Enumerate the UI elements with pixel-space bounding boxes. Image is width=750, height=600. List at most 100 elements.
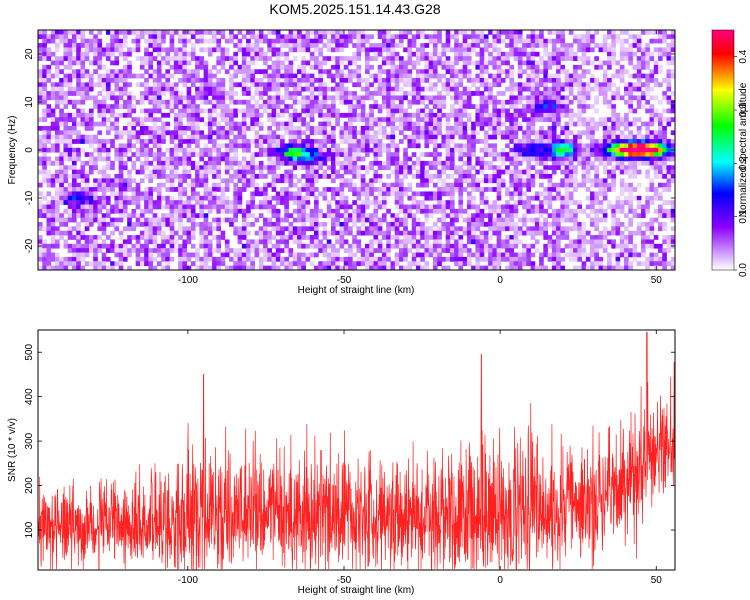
spectrogram-cell bbox=[263, 108, 268, 114]
spectrogram-cell bbox=[628, 222, 633, 227]
spectrogram-cell bbox=[139, 121, 145, 127]
spectrogram-cell bbox=[284, 147, 289, 153]
spectrogram-cell bbox=[199, 30, 205, 35]
spectrogram-cell bbox=[513, 160, 519, 166]
spectrogram-cell bbox=[666, 95, 672, 101]
spectrogram-cell bbox=[237, 139, 243, 144]
spectrogram-cell bbox=[59, 121, 64, 127]
spectrogram-cell bbox=[339, 30, 345, 35]
spectrogram-cell bbox=[254, 99, 260, 105]
spectrogram-cell bbox=[530, 38, 536, 44]
spectrogram-cell bbox=[190, 187, 196, 192]
spectrogram-cell bbox=[560, 130, 565, 136]
spectrogram-cell bbox=[195, 200, 200, 205]
spectrogram-cell bbox=[381, 60, 387, 66]
spectrogram-cell bbox=[207, 126, 213, 131]
spectrogram-cell bbox=[581, 60, 587, 66]
spectrogram-cell bbox=[602, 34, 608, 40]
spectrogram-cell bbox=[207, 38, 213, 44]
spectrogram-cell bbox=[212, 86, 217, 92]
spectrogram-cell bbox=[335, 108, 340, 114]
spectrogram-cell bbox=[84, 51, 90, 57]
spectrogram-cell bbox=[258, 200, 264, 205]
spectrogram-cell bbox=[458, 30, 464, 35]
spectrogram-cell bbox=[275, 104, 281, 109]
spectrogram-cell bbox=[63, 64, 69, 70]
spectrogram-cell bbox=[543, 73, 548, 79]
spectrogram-cell bbox=[339, 82, 345, 88]
spectrogram-cell bbox=[513, 204, 519, 210]
spectrogram-cell bbox=[449, 78, 455, 83]
spectrogram-cell bbox=[471, 222, 476, 227]
spectrogram-cell bbox=[135, 47, 141, 53]
spectrogram-cell bbox=[420, 126, 425, 131]
spectrogram-cell bbox=[63, 230, 69, 236]
spectrogram-cell bbox=[530, 147, 536, 153]
spectrogram-cell bbox=[534, 95, 540, 101]
spectrogram-cell bbox=[590, 139, 595, 144]
spectrogram-cell bbox=[152, 165, 158, 171]
spectrogram-cell bbox=[543, 86, 548, 92]
spectrogram-cell bbox=[543, 43, 548, 48]
spectrogram-cell bbox=[314, 143, 319, 149]
spectrogram-cell bbox=[428, 95, 434, 101]
spectrogram-cell bbox=[169, 34, 175, 40]
spectrogram-cell bbox=[233, 34, 238, 40]
spectrogram-cell bbox=[632, 108, 638, 114]
spectrogram-cell bbox=[331, 178, 336, 184]
spectrogram-cell bbox=[267, 30, 272, 35]
spectrogram-cell bbox=[280, 95, 285, 101]
spectrogram-cell bbox=[611, 108, 616, 114]
spectrogram-cell bbox=[148, 200, 154, 205]
spectrogram-cell bbox=[148, 64, 154, 70]
spectrogram-cell bbox=[190, 104, 196, 109]
spectrogram-cell bbox=[105, 91, 111, 96]
spectrogram-cell bbox=[577, 182, 582, 188]
spectrogram-cell bbox=[492, 165, 498, 171]
spectrogram-cell bbox=[38, 213, 43, 219]
spectrogram-cell bbox=[212, 165, 217, 171]
spectrogram-cell bbox=[297, 64, 302, 70]
spectrogram-cell bbox=[624, 91, 629, 96]
spectrogram-cell bbox=[492, 156, 498, 162]
spectrogram-cell bbox=[398, 222, 404, 227]
spectrogram-cell bbox=[560, 204, 565, 210]
spectrogram-cell bbox=[114, 195, 120, 201]
spectrogram-cell bbox=[377, 51, 383, 57]
spectrogram-cell bbox=[543, 117, 548, 123]
spectrogram-cell bbox=[522, 222, 527, 227]
spectrogram-cell bbox=[611, 222, 616, 227]
spectrogram-cell bbox=[628, 174, 633, 179]
spectrogram-cell bbox=[220, 204, 226, 210]
spectrogram-cell bbox=[458, 56, 464, 61]
spectrogram-cell bbox=[284, 217, 289, 223]
spectrogram-cell bbox=[420, 112, 425, 118]
spectrogram-cell bbox=[590, 134, 595, 140]
spectrogram-cell bbox=[258, 204, 264, 210]
spectrogram-cell bbox=[237, 38, 243, 44]
spectrogram-cell bbox=[258, 160, 264, 166]
spectrogram-cell bbox=[522, 112, 527, 118]
spectrogram-cell bbox=[475, 187, 481, 192]
spectrogram-cell bbox=[611, 121, 616, 127]
spectrogram-cell bbox=[454, 117, 459, 123]
spectrogram-cell bbox=[526, 217, 532, 223]
spectrogram-cell bbox=[118, 134, 124, 140]
spectrogram-cell bbox=[658, 47, 663, 53]
spectrogram-cell bbox=[598, 200, 604, 205]
spectrogram-cell bbox=[42, 152, 47, 157]
spectrogram-cell bbox=[59, 156, 64, 162]
spectrogram-cell bbox=[632, 134, 638, 140]
spectrogram-cell bbox=[148, 108, 154, 114]
spectrogram-cell bbox=[54, 143, 60, 149]
spectrogram-cell bbox=[649, 73, 655, 79]
spectrogram-cell bbox=[114, 86, 120, 92]
spectrogram-cell bbox=[173, 217, 179, 223]
spectrogram-cell bbox=[292, 147, 298, 153]
spectrogram-cell bbox=[93, 47, 98, 53]
spectrogram-cell bbox=[118, 230, 124, 236]
spectrogram-cell bbox=[598, 64, 604, 70]
spectrogram-cell bbox=[577, 91, 582, 96]
spectrogram-cell bbox=[556, 191, 561, 197]
spectrogram-cell bbox=[670, 165, 676, 171]
